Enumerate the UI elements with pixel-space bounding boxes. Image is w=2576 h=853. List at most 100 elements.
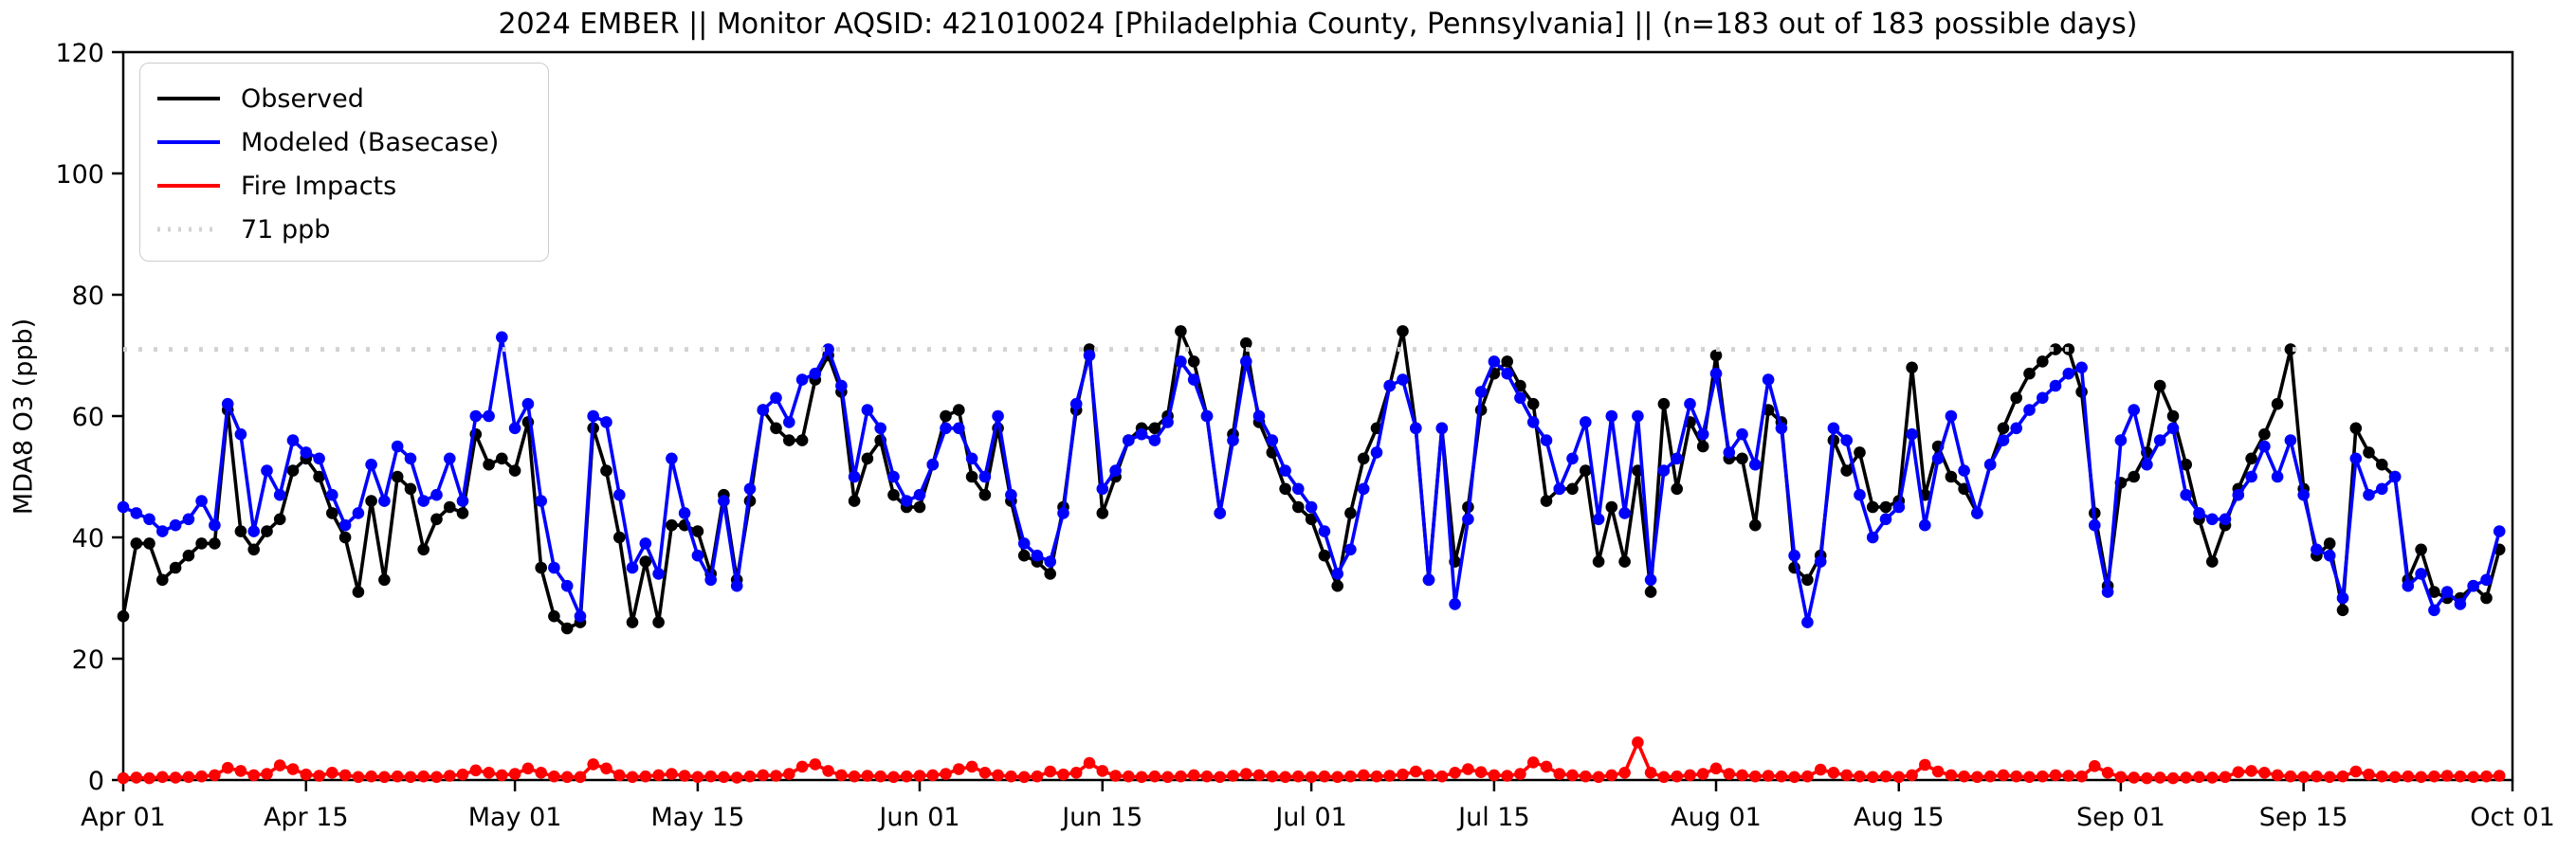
modeled-series-marker [1214, 507, 1226, 519]
fire-impacts-series-marker [2311, 770, 2323, 783]
observed-series-marker [2166, 409, 2180, 423]
modeled-series-marker [2454, 598, 2467, 610]
fire-impacts-series-marker [1161, 771, 1174, 784]
legend-item-observed: Observed [140, 77, 548, 120]
modeled-series-marker [2180, 488, 2192, 501]
fire-impacts-series-marker [209, 769, 221, 782]
modeled-series-marker [2428, 604, 2440, 617]
fire-impacts-series-marker [666, 768, 678, 780]
legend-item-fire: Fire Impacts [140, 164, 548, 208]
observed-series-marker [953, 404, 965, 416]
modeled-series-marker [2075, 361, 2088, 374]
fire-impacts-series-marker [1657, 771, 1671, 784]
fire-impacts-series-marker [2023, 771, 2036, 784]
observed-series-marker [887, 488, 900, 501]
observed-series-marker [1148, 422, 1161, 435]
observed-series-marker [1906, 361, 1918, 374]
modeled-series-marker [2245, 470, 2257, 483]
modeled-series-marker [117, 500, 130, 514]
fire-impacts-series-marker [560, 771, 574, 784]
fire-impacts-series-marker [444, 770, 456, 782]
modeled-series-marker [587, 409, 599, 423]
fire-impacts-series-marker [1200, 770, 1214, 783]
observed-series-marker [508, 464, 521, 477]
modeled-series-marker [1318, 525, 1331, 537]
observed-series-marker [1709, 349, 1723, 362]
modeled-series-marker [2010, 422, 2022, 435]
fire-impacts-series-marker [378, 771, 391, 784]
modeled-series-marker [1410, 422, 1422, 435]
fire-impacts-series-marker [1684, 769, 1696, 782]
fire-impacts-series-marker [1331, 771, 1343, 784]
fire-impacts-series-marker [469, 764, 483, 777]
observed-series-marker [2363, 446, 2375, 459]
modeled-series-marker [143, 513, 155, 526]
fire-impacts-series-marker [1553, 768, 1566, 780]
modeled-series-marker [704, 573, 717, 587]
modeled-series-marker [1083, 349, 1096, 362]
modeled-series-marker [1827, 422, 1840, 435]
fire-impacts-series-marker [1526, 756, 1540, 769]
observed-series-marker [2037, 355, 2049, 368]
modeled-series-marker [1566, 452, 1579, 465]
fire-impacts-series-marker [182, 771, 195, 784]
fire-impacts-series-marker [992, 769, 1004, 782]
fire-impacts-series-marker [2206, 771, 2219, 784]
fire-impacts-series-marker [404, 771, 417, 784]
modeled-series-marker [2049, 379, 2062, 392]
modeled-series-marker [1383, 379, 1396, 392]
fire-impacts-series-marker [1266, 770, 1279, 783]
observed-series-marker [2153, 379, 2166, 392]
modeled-series-marker [417, 495, 430, 507]
fire-impacts-series-marker [757, 769, 770, 782]
fire-impacts-series-marker [365, 770, 377, 783]
observed-series-marker [130, 537, 143, 550]
modeled-series-marker [1605, 409, 1618, 423]
observed-series-marker [2010, 391, 2022, 405]
fire-impacts-series-marker [965, 760, 978, 773]
fire-impacts-series-marker [1671, 770, 1683, 783]
modeled-series-marker [2402, 579, 2415, 592]
modeled-series-marker [848, 470, 861, 483]
fire-impacts-series-marker [2153, 771, 2166, 784]
observed-series-marker [2258, 427, 2271, 441]
fire-impacts-series-marker [1005, 770, 1017, 783]
fire-impacts-series-marker [1983, 770, 1997, 783]
modeled-series-marker [1696, 427, 1709, 441]
observed-series-marker [639, 555, 652, 568]
modeled-series-marker [1449, 598, 1461, 610]
modeled-series-marker [560, 579, 574, 592]
observed-series-marker [600, 464, 612, 477]
fire-impacts-series-marker [1540, 760, 1553, 773]
modeled-series-marker [352, 507, 365, 519]
modeled-series-marker [521, 397, 535, 410]
observed-series-line [121, 329, 2501, 630]
observed-series-marker [1566, 482, 1579, 496]
modeled-series-marker [2219, 513, 2232, 526]
fire-impacts-series-marker [1592, 771, 1605, 784]
observed-series-marker [338, 531, 352, 544]
modeled-series-marker [1671, 452, 1683, 465]
modeled-series-marker [1580, 416, 1592, 428]
fire-impacts-series-marker [1069, 767, 1083, 779]
fire-impacts-series-marker [2336, 770, 2349, 783]
fire-impacts-series-marker [587, 758, 599, 771]
observed-series-marker [261, 525, 273, 537]
observed-series-marker [1997, 422, 2010, 435]
fire-impacts-series-marker [1292, 770, 1305, 783]
modeled-series-marker [1005, 488, 1017, 501]
modeled-series-marker [1788, 549, 1800, 562]
modeled-series-marker [1331, 568, 1343, 580]
legend-label-observed: Observed [241, 83, 364, 114]
fire-impacts-series-marker [1644, 767, 1657, 779]
modeled-series-marker [378, 495, 391, 507]
modeled-series-marker [861, 404, 874, 416]
observed-series-marker [1501, 355, 1513, 368]
modeled-series-marker [639, 537, 652, 550]
fire-impacts-series-marker [1096, 765, 1109, 777]
modeled-series-marker [678, 507, 691, 519]
observed-series-marker [273, 513, 286, 526]
fire-impacts-series-marker [2297, 771, 2310, 784]
fire-impacts-series-marker [1971, 771, 1983, 784]
fire-impacts-series-marker [691, 771, 704, 784]
